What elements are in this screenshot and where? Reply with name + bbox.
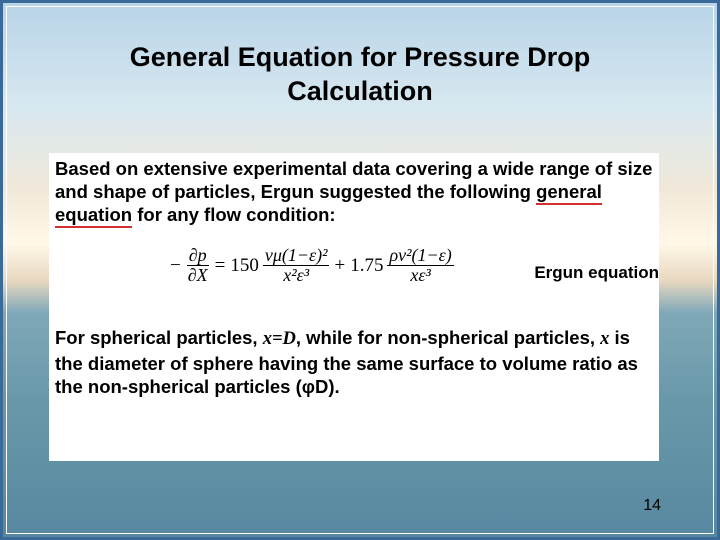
- para2-a: For spherical particles,: [55, 327, 263, 348]
- eq-c2: 1.75: [350, 255, 383, 277]
- eq-term2-frac: ρν²(1−ε) xε³: [387, 246, 453, 285]
- para2-xD: x=D: [263, 329, 296, 349]
- eq-lhs-den: ∂X: [186, 266, 210, 285]
- eq-t2-num: ρν²(1−ε): [387, 246, 453, 266]
- slide: General Equation for Pressure Drop Calcu…: [0, 0, 720, 540]
- eq-lhs-frac: ∂p ∂X: [186, 246, 210, 285]
- eq-term1-frac: νμ(1−ε)² x²ε³: [263, 246, 330, 285]
- eq-c1: 150: [230, 255, 259, 277]
- para1-post: for any flow condition:: [132, 204, 335, 225]
- eq-neg: −: [170, 255, 181, 277]
- eq-t1-num: νμ(1−ε)²: [263, 246, 330, 266]
- page-number: 14: [643, 497, 661, 515]
- intro-paragraph: Based on extensive experimental data cov…: [55, 157, 653, 226]
- explanation-paragraph: For spherical particles, x=D, while for …: [55, 326, 653, 397]
- title-line-1: General Equation for Pressure Drop: [130, 42, 591, 72]
- ergun-equation: − ∂p ∂X = 150 νμ(1−ε)² x²ε³ + 1.75 ρν²(1…: [165, 246, 454, 285]
- eq-plus: +: [334, 255, 345, 277]
- title-line-2: Calculation: [287, 76, 433, 106]
- eq-equals: =: [215, 255, 226, 277]
- eq-t2-den: xε³: [408, 266, 432, 285]
- content-box: Based on extensive experimental data cov…: [49, 153, 659, 461]
- eq-t1-den: x²ε³: [281, 266, 311, 285]
- equation-label: Ergun equation: [534, 263, 659, 283]
- eq-lhs-num: ∂p: [187, 246, 209, 266]
- para2-b: , while for non-spherical particles,: [296, 327, 600, 348]
- slide-title: General Equation for Pressure Drop Calcu…: [3, 41, 717, 109]
